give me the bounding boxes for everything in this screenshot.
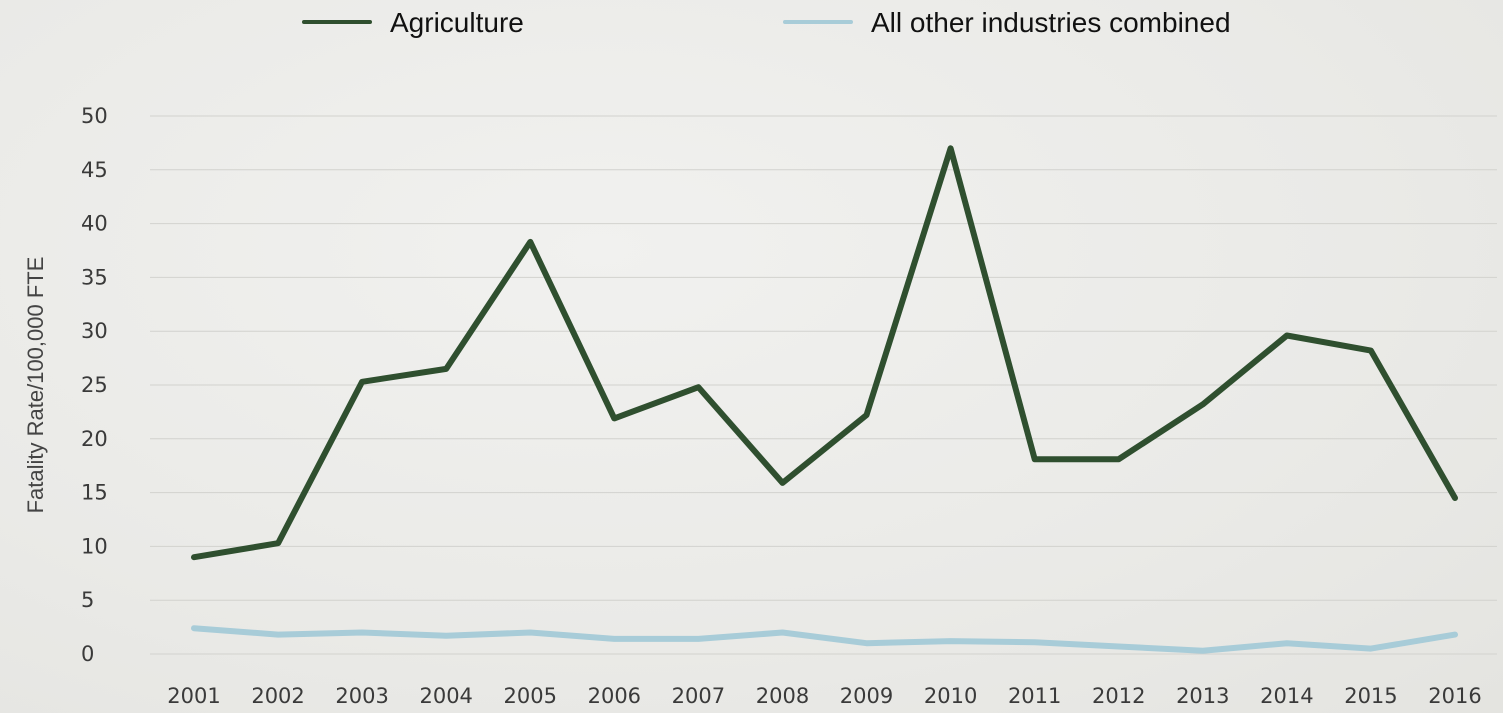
x-tick-label: 2014 xyxy=(1260,684,1313,708)
x-tick-label: 2015 xyxy=(1344,684,1397,708)
y-tick-label: 5 xyxy=(81,588,94,612)
legend-label-other-industries: All other industries combined xyxy=(871,7,1231,38)
y-tick-label: 40 xyxy=(81,212,108,236)
x-tick-label: 2008 xyxy=(756,684,809,708)
x-tick-label: 2002 xyxy=(251,684,304,708)
y-tick-label: 30 xyxy=(81,319,108,343)
x-tick-label: 2004 xyxy=(419,684,472,708)
y-tick-label: 20 xyxy=(81,427,108,451)
grid-lines xyxy=(150,115,1497,655)
x-tick-label: 2016 xyxy=(1428,684,1481,708)
y-tick-label: 25 xyxy=(81,373,108,397)
legend: Agriculture All other industries combine… xyxy=(302,7,1231,38)
x-tick-label: 2009 xyxy=(840,684,893,708)
x-axis-ticks: 2001 2002 2003 2004 2005 2006 2007 2008 2009 2010… xyxy=(167,684,1481,708)
x-tick-label: 2013 xyxy=(1176,684,1229,708)
series-layer xyxy=(191,145,1458,654)
legend-label-agriculture: Agriculture xyxy=(390,7,524,38)
x-tick-label: 2001 xyxy=(167,684,220,708)
series-line-other-industries xyxy=(191,625,1458,654)
y-tick-label: 35 xyxy=(81,265,108,289)
y-tick-label: 15 xyxy=(81,481,108,505)
x-tick-label: 2011 xyxy=(1008,684,1061,708)
y-tick-label: 50 xyxy=(81,104,108,128)
x-tick-label: 2012 xyxy=(1092,684,1145,708)
y-axis-ticks: 0 5 10 15 20 25 30 35 40 45 50 xyxy=(81,104,108,666)
x-tick-label: 2005 xyxy=(504,684,557,708)
x-tick-label: 2006 xyxy=(588,684,641,708)
x-tick-label: 2010 xyxy=(924,684,977,708)
y-tick-label: 0 xyxy=(81,642,94,666)
y-axis-title: Fatality Rate/100,000 FTE xyxy=(23,257,48,514)
y-tick-label: 45 xyxy=(81,158,108,182)
y-tick-label: 10 xyxy=(81,534,108,558)
x-tick-label: 2007 xyxy=(672,684,725,708)
series-line-agriculture xyxy=(191,145,1458,561)
x-tick-label: 2003 xyxy=(335,684,388,708)
